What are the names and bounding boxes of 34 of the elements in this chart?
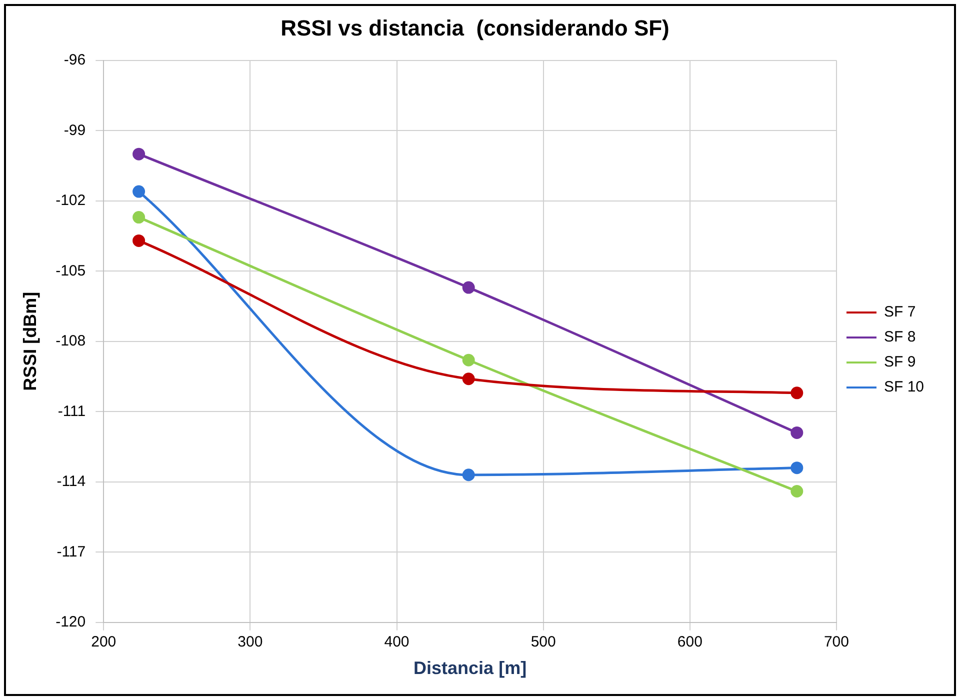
point — [132, 185, 146, 198]
y-tick-label: -120 — [56, 614, 86, 631]
point — [132, 234, 146, 247]
chart-title: RSSI vs distancia (considerando SF) — [280, 15, 670, 40]
y-tick-label: -99 — [64, 122, 86, 139]
point — [790, 485, 804, 498]
x-tick-label: 400 — [384, 634, 410, 651]
legend-label: SF 7 — [884, 304, 916, 321]
point — [790, 462, 804, 474]
x-tick-label: 200 — [91, 634, 116, 651]
y-tick-label: -111 — [58, 402, 86, 420]
legend-label: SF 10 — [884, 378, 924, 396]
legend-label: SF 9 — [884, 354, 916, 371]
y-tick-label: -96 — [64, 52, 86, 69]
point — [132, 148, 146, 160]
x-axis-title: Distancia [m] — [414, 658, 527, 678]
legend-label: SF 8 — [884, 328, 916, 346]
point — [790, 386, 804, 400]
y-tick-label: -102 — [56, 192, 86, 210]
point — [462, 468, 475, 482]
point — [790, 426, 804, 439]
point — [132, 211, 146, 224]
x-tick-label: 300 — [238, 634, 263, 651]
x-tick-label: 600 — [677, 634, 702, 651]
y-tick-label: -114 — [56, 473, 86, 490]
x-tick-label: 500 — [530, 634, 556, 651]
y-axis-title: RSSI [dBm] — [20, 292, 40, 391]
point — [462, 372, 475, 386]
y-tick-label: -108 — [56, 332, 86, 350]
y-tick-label: -105 — [56, 262, 86, 280]
x-tick-label: 700 — [824, 634, 849, 651]
point — [462, 281, 475, 294]
point — [462, 354, 475, 366]
y-tick-label: -117 — [56, 543, 86, 560]
